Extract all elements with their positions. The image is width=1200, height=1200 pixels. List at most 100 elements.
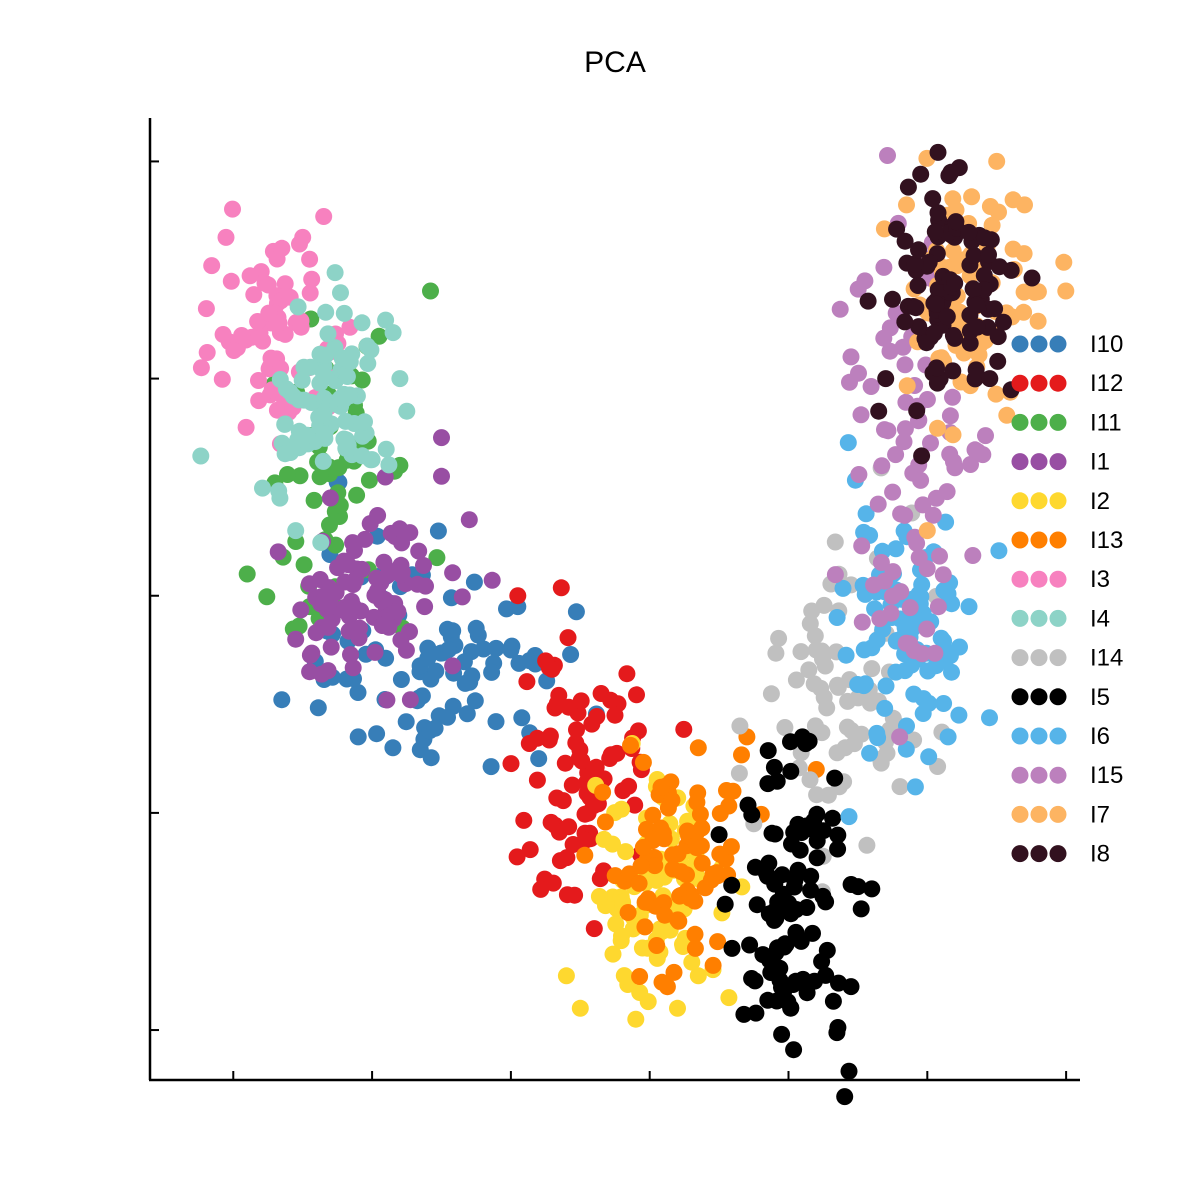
- data-point: [845, 735, 863, 753]
- data-point: [644, 806, 662, 824]
- data-point: [929, 204, 947, 222]
- data-point: [989, 352, 1007, 370]
- data-point: [291, 467, 309, 485]
- data-point: [342, 646, 359, 664]
- data-point: [1023, 269, 1041, 287]
- data-point: [995, 313, 1012, 331]
- legend-item-I5: I5: [1011, 684, 1110, 711]
- data-point: [896, 356, 914, 374]
- data-point: [312, 534, 330, 551]
- data-point: [460, 511, 478, 529]
- data-point: [920, 694, 938, 712]
- data-point: [233, 327, 251, 344]
- data-point: [530, 750, 548, 768]
- data-point: [1057, 282, 1075, 300]
- data-point: [711, 805, 729, 822]
- data-point: [881, 342, 899, 360]
- data-point: [321, 489, 339, 507]
- data-point: [931, 547, 948, 565]
- data-point: [314, 363, 332, 381]
- data-point: [990, 542, 1008, 560]
- data-point: [730, 764, 748, 782]
- data-point: [894, 338, 912, 356]
- data-point: [287, 522, 305, 540]
- data-point: [970, 346, 988, 364]
- legend-label: I13: [1090, 527, 1123, 554]
- legend-marker: [1030, 453, 1048, 471]
- data-point: [852, 900, 870, 918]
- data-point: [746, 858, 764, 876]
- legend-marker: [1049, 766, 1067, 784]
- data-point: [338, 368, 356, 385]
- data-point: [899, 178, 917, 196]
- data-point: [309, 699, 327, 717]
- data-point: [928, 359, 945, 377]
- data-point: [532, 880, 550, 898]
- legend-item-I14: I14: [1011, 645, 1123, 672]
- data-point: [938, 308, 956, 326]
- data-point: [678, 822, 696, 840]
- legend-marker: [1030, 374, 1048, 392]
- data-point: [898, 377, 916, 395]
- data-point: [422, 282, 439, 300]
- data-point: [312, 595, 330, 613]
- data-point: [384, 739, 402, 757]
- data-point: [859, 292, 877, 310]
- data-point: [453, 588, 471, 606]
- data-point: [321, 516, 338, 534]
- data-point: [918, 391, 936, 408]
- data-point: [739, 796, 757, 814]
- data-point: [857, 505, 875, 523]
- data-point: [537, 652, 555, 670]
- data-point: [213, 370, 231, 388]
- data-point: [632, 857, 650, 875]
- data-point: [878, 744, 896, 762]
- data-point: [289, 298, 307, 316]
- data-point: [981, 198, 999, 215]
- legend-item-I4: I4: [1011, 605, 1110, 632]
- legend-marker: [1011, 688, 1029, 706]
- data-point: [646, 857, 664, 875]
- data-point: [910, 549, 928, 566]
- data-point: [918, 522, 936, 540]
- data-point: [974, 446, 992, 464]
- data-point: [363, 451, 381, 469]
- data-point: [276, 415, 294, 433]
- data-point: [935, 695, 953, 712]
- data-point: [906, 778, 924, 796]
- data-point: [301, 663, 319, 681]
- data-point: [576, 831, 594, 849]
- data-point: [868, 724, 886, 742]
- data-point: [887, 446, 905, 464]
- data-point: [801, 615, 819, 633]
- data-point: [326, 264, 344, 282]
- data-point: [944, 388, 961, 406]
- data-point: [815, 689, 833, 706]
- data-point: [801, 771, 819, 789]
- data-point: [944, 426, 962, 444]
- legend-marker: [1011, 727, 1029, 745]
- data-point: [908, 402, 926, 420]
- data-point: [284, 387, 302, 405]
- data-point: [928, 374, 946, 392]
- data-point: [456, 674, 474, 692]
- data-point: [907, 299, 925, 317]
- data-point: [849, 676, 867, 693]
- data-point: [826, 566, 844, 584]
- data-point: [912, 165, 930, 183]
- data-point: [276, 445, 294, 463]
- data-point: [314, 452, 332, 470]
- data-point: [834, 579, 852, 597]
- data-point: [348, 486, 366, 504]
- data-point: [875, 220, 893, 238]
- data-point: [428, 549, 446, 567]
- data-point: [944, 327, 962, 344]
- data-point: [785, 1041, 803, 1059]
- data-point: [960, 223, 978, 241]
- data-point: [831, 300, 849, 318]
- data-point: [855, 641, 873, 659]
- data-point: [774, 885, 792, 903]
- data-point: [335, 304, 353, 322]
- data-point: [862, 378, 880, 395]
- data-point: [733, 746, 750, 764]
